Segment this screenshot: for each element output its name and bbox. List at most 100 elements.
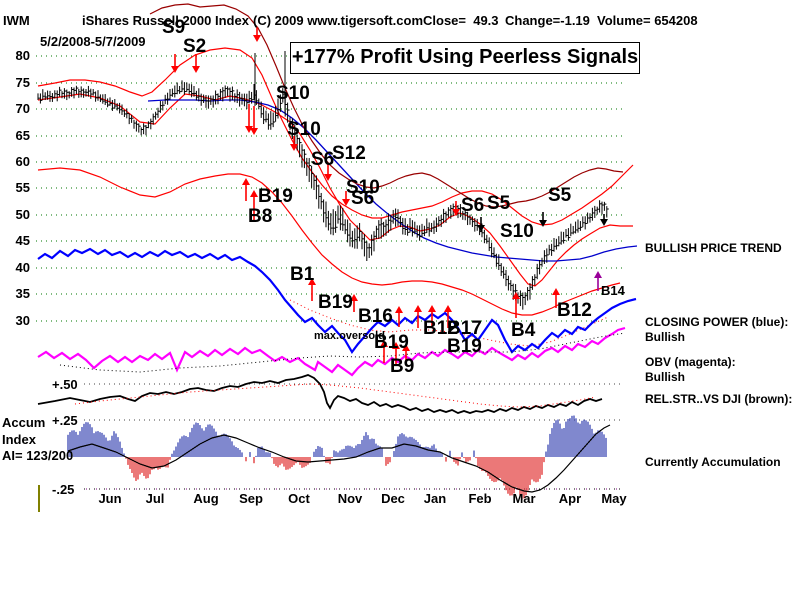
signal-label: B16	[358, 306, 393, 327]
price-trend-status: BULLISH PRICE TREND	[645, 241, 782, 255]
closing-power-label: CLOSING POWER (blue):	[645, 315, 789, 329]
price-tick-label: 80	[15, 48, 30, 63]
signal-label: S5	[487, 193, 511, 214]
signal-label: B14	[601, 283, 625, 298]
signal-label: S10	[276, 83, 310, 104]
signal-label: S6	[351, 188, 375, 209]
price-tick-label: 50	[15, 207, 30, 222]
plus-50-label: +.50	[52, 377, 78, 392]
obv-label: OBV (magenta):	[645, 355, 736, 369]
signal-label: B12	[423, 318, 458, 339]
price-tick-label: 75	[15, 75, 30, 90]
cp-dotted-black	[59, 332, 626, 373]
month-label: Jan	[423, 491, 447, 506]
signal-label: S2	[183, 36, 207, 57]
sell-arrow-head	[250, 128, 258, 135]
change-value: Change=-1.19	[505, 13, 590, 28]
accum-smooth-line	[67, 424, 611, 493]
month-label: Dec	[381, 491, 405, 506]
volume-value: Volume= 654208	[597, 13, 698, 28]
signal-label: S12	[332, 143, 366, 164]
minus-25-label: -.25	[52, 482, 75, 497]
sell-arrow-head	[452, 209, 460, 216]
month-label: Feb	[468, 491, 492, 506]
signal-label: S10	[500, 221, 534, 242]
plus-25-label: +.25	[52, 413, 78, 428]
sell-arrow-head	[342, 199, 350, 206]
price-tick-label: 45	[15, 233, 30, 248]
price-tick-label: 30	[15, 313, 30, 328]
sell-arrow-head	[539, 220, 547, 227]
ticker-symbol: IWM	[3, 13, 30, 28]
relative-strength-label: REL.STR..VS DJI (brown):	[645, 392, 793, 406]
relstr-dji-line	[37, 374, 603, 414]
signal-label: B17	[447, 318, 482, 339]
sell-arrow-head	[477, 225, 485, 232]
buy-arrow-head	[428, 305, 436, 312]
signal-label: S6	[311, 149, 335, 170]
sell-arrow-head	[245, 126, 253, 133]
price-tick-label: 60	[15, 154, 30, 169]
signal-label: B12	[557, 300, 592, 321]
brown-relstr	[149, 3, 624, 208]
signal-label: S10	[287, 119, 321, 140]
signal-label: B4	[511, 320, 536, 341]
obv-status: Bullish	[645, 370, 686, 384]
signal-label: S9	[162, 17, 186, 38]
profit-banner: +177% Profit Using Peerless Signals	[290, 42, 640, 74]
accum-label-line1: Accum	[2, 415, 46, 430]
copyright-text: (C) 2009 www.tigersoft.com	[253, 13, 423, 28]
buy-arrow-head	[552, 288, 560, 295]
month-label: Apr	[558, 491, 582, 506]
accumulation-status: Currently Accumulation	[645, 455, 781, 469]
sell-arrow-head	[253, 35, 261, 42]
signal-label: S6	[461, 195, 485, 216]
buy-arrow-head	[402, 344, 410, 351]
obv	[37, 326, 626, 377]
price-tick-label: 40	[15, 260, 30, 275]
buy-arrow-head	[250, 190, 258, 197]
month-label: Mar	[512, 491, 536, 506]
signal-label: B19	[258, 186, 293, 207]
buy-arrow-head	[395, 306, 403, 313]
buy-arrow-head	[444, 305, 452, 312]
accum-label-line2: Index	[2, 432, 36, 447]
signal-label: B19	[447, 336, 482, 357]
month-label: Jun	[98, 491, 122, 506]
buy-arrow-head	[512, 292, 520, 299]
month-label: Nov	[337, 491, 363, 506]
buy-arrow-head	[594, 271, 602, 278]
month-label: Sep	[239, 491, 263, 506]
sell-arrow-head	[324, 174, 332, 181]
price-tick-label: 35	[15, 286, 30, 301]
buy-arrow-head	[350, 294, 358, 301]
chart-title: iShares Russell 2000 Index	[82, 13, 249, 28]
lower-band	[37, 167, 621, 316]
closing-power-status: Bullish	[645, 330, 686, 344]
signal-label: B1	[290, 264, 315, 285]
price-tick-label: 70	[15, 101, 30, 116]
relstr-dotted-red	[74, 383, 597, 408]
signal-label: B9	[390, 356, 415, 377]
sell-arrow-head	[192, 66, 200, 73]
blue-ma	[147, 99, 638, 262]
price-tick-label: 55	[15, 180, 30, 195]
buy-arrow-head	[308, 278, 316, 285]
accum-index-value: AI= 123/200	[2, 448, 74, 463]
date-range: 5/2/2008-5/7/2009	[40, 34, 146, 49]
close-value: Close= 49.3	[423, 13, 499, 28]
buy-arrow-head	[380, 340, 388, 347]
signal-label: B8	[248, 206, 273, 227]
buy-arrow-head	[242, 178, 250, 185]
month-label: May	[601, 491, 627, 506]
sell-arrow-head	[171, 66, 179, 73]
signal-label: S10	[346, 177, 380, 198]
month-label: Oct	[288, 491, 310, 506]
signal-label: B19	[374, 332, 409, 353]
signal-label: max.oversold	[314, 330, 385, 342]
month-label: Aug	[193, 491, 219, 506]
red-ma	[37, 93, 633, 287]
sell-arrow-head	[290, 144, 298, 151]
